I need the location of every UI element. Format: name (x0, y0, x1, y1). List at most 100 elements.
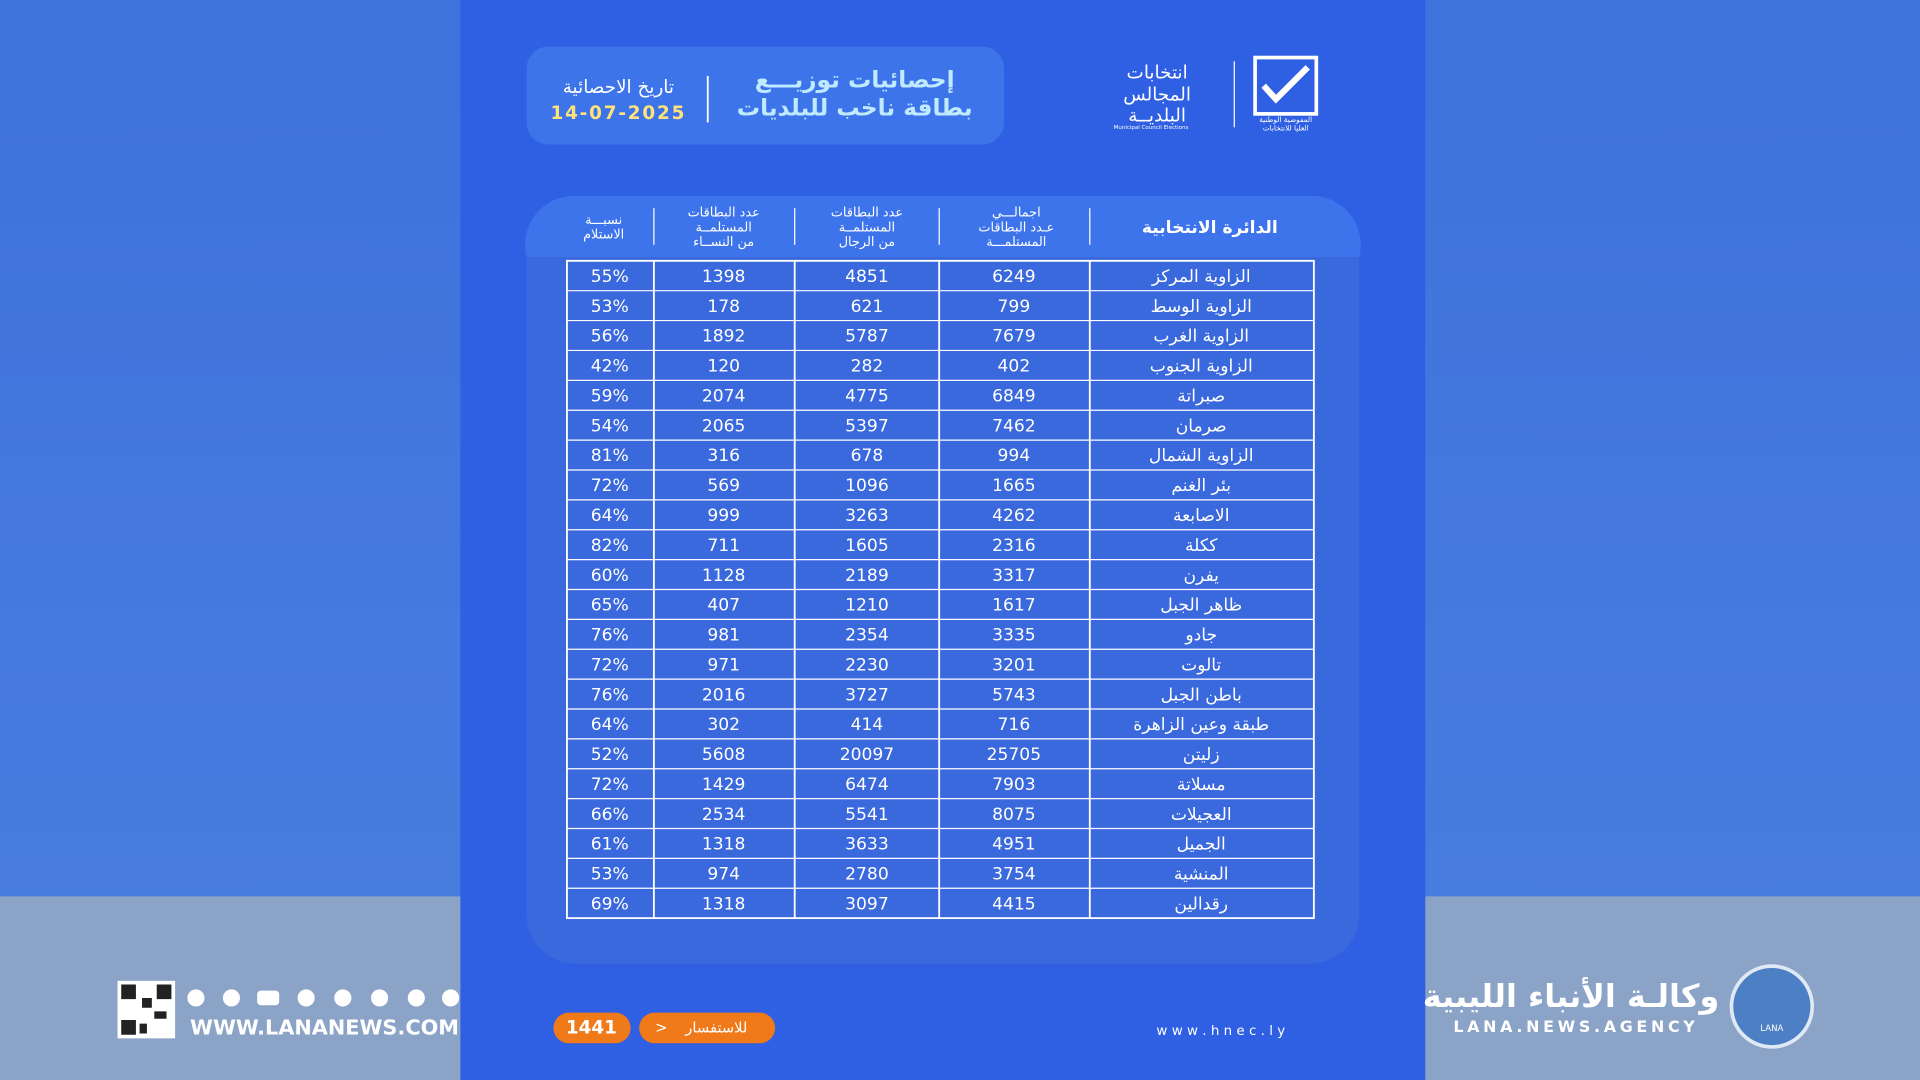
logo-caption: Municipal Council Elections (1114, 125, 1189, 131)
number-cell: 81% (591, 446, 629, 466)
number-cell: 55% (591, 267, 629, 287)
number-cell: 2534 (702, 805, 746, 825)
district-cell: صبراتة (1177, 386, 1225, 406)
number-cell: 1318 (702, 894, 746, 914)
district-cell: الزاوية المركز (1151, 267, 1251, 287)
number-cell: 53% (591, 865, 629, 885)
number-cell: 711 (707, 536, 740, 556)
number-cell: 178 (707, 297, 740, 317)
column-header: من الرجال (839, 235, 896, 250)
number-cell: 54% (591, 416, 629, 436)
district-cell: المنشية (1174, 865, 1229, 885)
column-header: عدد البطاقات (688, 206, 760, 221)
number-cell: 4851 (845, 267, 889, 287)
number-cell: 1429 (702, 775, 746, 795)
lana-site: WWW.LANANEWS.COM (190, 1016, 459, 1040)
district-cell: تالوت (1181, 655, 1221, 675)
number-cell: 2354 (845, 626, 889, 646)
column-header: من النســاء (693, 235, 754, 250)
number-cell: 20097 (840, 745, 894, 765)
district-cell: الزاوية الشمال (1149, 446, 1254, 466)
column-header: عدد البطاقات (831, 206, 903, 221)
number-cell: 999 (707, 506, 740, 526)
number-cell: 8075 (992, 805, 1036, 825)
website: w w w . h n e c . l y (1156, 1024, 1285, 1039)
number-cell: 569 (707, 476, 740, 496)
logo-text: البلديــة (1128, 105, 1186, 126)
number-cell: 1210 (845, 596, 889, 616)
number-cell: 4951 (992, 835, 1036, 855)
number-cell: 72% (591, 655, 629, 675)
district-cell: بئر الغنم (1171, 476, 1231, 496)
number-cell: 5608 (702, 745, 746, 765)
district-cell: الزاوية الجنوب (1150, 357, 1253, 377)
number-cell: 72% (591, 476, 629, 496)
number-cell: 76% (591, 685, 629, 705)
number-cell: 1096 (845, 476, 889, 496)
number-cell: 2065 (702, 416, 746, 436)
number-cell: 25705 (987, 745, 1041, 765)
number-cell: 2189 (845, 566, 889, 586)
number-cell: 282 (851, 357, 884, 377)
column-header: عـدد البطاقات (978, 220, 1054, 235)
number-cell: 2780 (845, 865, 889, 885)
number-cell: 1318 (702, 835, 746, 855)
district-cell: ككلة (1185, 536, 1218, 556)
date: 14-07-2025 (550, 103, 686, 124)
district-cell: مسلاتة (1177, 775, 1226, 795)
number-cell: 414 (851, 715, 884, 735)
district-cell: جادو (1184, 626, 1217, 646)
number-cell: 2016 (702, 685, 746, 705)
number-cell: 3335 (992, 626, 1036, 646)
number-cell: 1398 (702, 267, 746, 287)
number-cell: 69% (591, 894, 629, 914)
table-panel (526, 195, 1360, 964)
number-cell: 3263 (845, 506, 889, 526)
number-cell: 6849 (992, 386, 1036, 406)
district-cell: الجميل (1177, 835, 1226, 855)
number-cell: 61% (591, 835, 629, 855)
number-cell: 42% (591, 357, 629, 377)
date-label: تاريخ الاحصائية (563, 77, 674, 98)
phone: 1441 (566, 1018, 617, 1039)
column-header: المستلمــة (696, 220, 752, 235)
number-cell: 407 (707, 596, 740, 616)
inquiry-pill (639, 1012, 776, 1044)
number-cell: 1128 (702, 566, 746, 586)
district-cell: الزاوية الغرب (1153, 327, 1249, 347)
number-cell: 4775 (845, 386, 889, 406)
number-cell: 974 (707, 865, 740, 885)
number-cell: 4262 (992, 506, 1036, 526)
number-cell: 302 (707, 715, 740, 735)
number-cell: 7903 (992, 775, 1036, 795)
number-cell: 6474 (845, 775, 889, 795)
number-cell: 2316 (992, 536, 1036, 556)
number-cell: 971 (707, 655, 740, 675)
district-cell: العجيلات (1171, 805, 1232, 825)
number-cell: 2230 (845, 655, 889, 675)
district-cell: طبقة وعين الزاهرة (1133, 715, 1269, 735)
agency-ar: وكالـة الأنباء الليبية (1423, 976, 1719, 1015)
agency-logo-text: LANA (1760, 1024, 1783, 1034)
number-cell: 5541 (845, 805, 889, 825)
district-cell: رقدالين (1174, 894, 1228, 914)
number-cell: 4415 (992, 894, 1036, 914)
number-cell: 1617 (992, 596, 1036, 616)
number-cell: 1665 (992, 476, 1036, 496)
district-cell: ظاهر الجبل (1160, 596, 1242, 616)
commission: العليا للانتخابات (1263, 124, 1309, 133)
column-header: نسبـــة (585, 213, 622, 228)
number-cell: 1605 (845, 536, 889, 556)
logo-text: انتخابات (1127, 62, 1188, 83)
title-line: إحصائيات توزيـــع (755, 66, 955, 94)
number-cell: 3317 (992, 566, 1036, 586)
qr-pattern (121, 984, 172, 1035)
inquiry: للاستفسار (684, 1020, 747, 1037)
number-cell: 76% (591, 626, 629, 646)
number-cell: 678 (851, 446, 884, 466)
number-cell: 402 (998, 357, 1031, 377)
district-cell: الزاوية الوسط (1151, 297, 1252, 317)
